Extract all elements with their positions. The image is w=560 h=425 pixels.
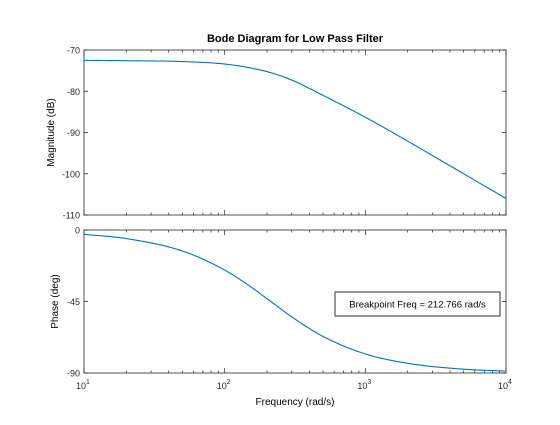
magnitude-axes-box xyxy=(83,49,507,216)
phase-xtick-label: 101 xyxy=(76,379,90,391)
phase-y-ticks: 0 -45 -90 xyxy=(67,226,506,379)
magnitude-x-minor-ticks xyxy=(83,50,507,215)
phase-series-line xyxy=(83,233,507,372)
phase-panel: Phase (deg) 0 -45 -90 101 102 103 104 Breakpo… xyxy=(50,226,512,392)
magnitude-ytick-label: -90 xyxy=(67,128,80,138)
phase-xtick-label: 102 xyxy=(217,379,231,391)
magnitude-ytick-label: -110 xyxy=(63,211,80,221)
magnitude-ytick-label: -80 xyxy=(67,87,80,97)
figure-title: Bode Diagram for Low Pass Filter xyxy=(207,33,384,45)
magnitude-ytick-label: -70 xyxy=(67,46,80,56)
phase-ylabel: Phase (deg) xyxy=(50,274,61,328)
magnitude-panel: Magnitude (dB) -70 -80 -90 -100 -110 xyxy=(46,46,507,221)
phase-ytick-label: -90 xyxy=(67,369,80,379)
magnitude-ylabel: Magnitude (dB) xyxy=(46,98,57,166)
x-axis-label: Frequency (rad/s) xyxy=(256,397,335,408)
phase-ytick-label: 0 xyxy=(75,226,80,236)
magnitude-series-line xyxy=(83,59,507,199)
breakpoint-annotation-box xyxy=(334,291,501,317)
phase-x-ticks: 101 102 103 104 xyxy=(76,230,512,391)
phase-xtick-label: 104 xyxy=(498,379,512,391)
phase-xtick-label: 103 xyxy=(357,379,371,391)
magnitude-y-ticks: -70 -80 -90 -100 -110 xyxy=(62,46,506,221)
breakpoint-annotation-text: Breakpoint Freq = 212.766 rad/s xyxy=(349,300,486,311)
phase-ytick-label: -45 xyxy=(67,297,80,307)
magnitude-ytick-label: -100 xyxy=(62,169,80,179)
